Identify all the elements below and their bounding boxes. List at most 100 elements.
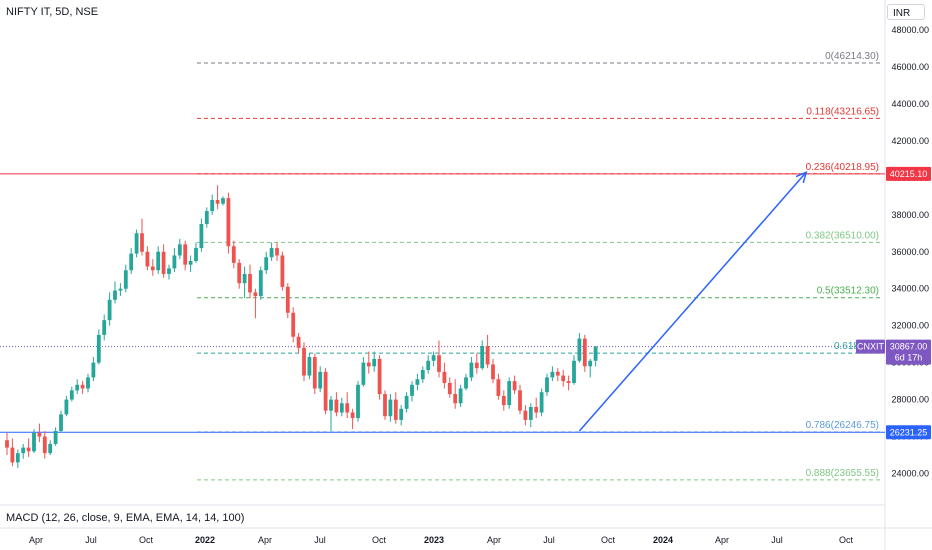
candle xyxy=(296,333,301,354)
y-tick-label: 42000.00 xyxy=(891,136,929,146)
candle xyxy=(231,240,236,269)
candle xyxy=(501,390,506,411)
candle xyxy=(356,381,360,422)
trend-arrow-line xyxy=(578,171,807,432)
candle xyxy=(469,357,474,382)
x-tick-label: Jul xyxy=(543,535,555,545)
y-tick-label: 24000.00 xyxy=(891,469,929,479)
x-tick-label: Oct xyxy=(139,535,154,545)
y-tick-label: 28000.00 xyxy=(891,395,929,405)
currency-button[interactable]: INR xyxy=(887,4,925,20)
candle xyxy=(312,353,317,395)
candle xyxy=(507,377,512,409)
time-axis[interactable]: Apr Jul Oct 2022 Apr Jul Oct 2023 Apr Jul Oct 2024 A… xyxy=(29,535,854,545)
candle xyxy=(577,333,582,363)
candle xyxy=(167,264,171,280)
candle xyxy=(442,362,447,389)
candle xyxy=(156,246,161,274)
candle xyxy=(512,375,517,395)
candle xyxy=(485,334,490,369)
candle xyxy=(377,355,382,400)
candle xyxy=(204,207,209,228)
macd-indicator-label[interactable]: MACD (12, 26, close, 9, EMA, EMA, 14, 14… xyxy=(6,512,245,524)
candle xyxy=(410,381,414,402)
fib-label-0.786: 0.786(26246.75) xyxy=(806,420,879,431)
candle xyxy=(172,248,177,273)
candle xyxy=(318,366,323,393)
candle xyxy=(285,283,290,319)
candlesticks xyxy=(5,185,598,468)
candle xyxy=(210,194,215,215)
y-tick-label: 36000.00 xyxy=(891,247,929,257)
y-tick-label: 38000.00 xyxy=(891,210,929,220)
x-tick-label: Jul xyxy=(314,535,326,545)
candle xyxy=(113,281,117,304)
candle xyxy=(107,292,112,326)
svg-text:CNXIT: CNXIT xyxy=(857,342,885,352)
candle xyxy=(96,329,101,365)
candle xyxy=(123,264,128,293)
candle xyxy=(177,238,182,260)
candle xyxy=(480,340,485,371)
candle xyxy=(323,368,328,415)
candle xyxy=(302,342,306,382)
candle xyxy=(75,379,80,395)
candle xyxy=(161,244,166,278)
candle xyxy=(42,430,47,459)
candle xyxy=(426,355,431,374)
resistance-price-badge: 40215.10 xyxy=(886,166,931,181)
candle xyxy=(291,307,296,343)
candle xyxy=(48,440,53,456)
fib-label-0.382: 0.382(36510.00) xyxy=(806,230,879,241)
y-tick-label: 34000.00 xyxy=(891,284,929,294)
candle xyxy=(572,355,576,385)
candle xyxy=(393,392,398,424)
fib-label-0: 0(46214.30) xyxy=(825,51,879,62)
candle xyxy=(145,246,150,271)
candle xyxy=(545,373,549,396)
candle xyxy=(59,410,63,433)
svg-text:26231.25: 26231.25 xyxy=(890,427,928,437)
candle xyxy=(280,251,285,291)
svg-text:6d 17h: 6d 17h xyxy=(895,353,923,363)
fib-label-0.5: 0.5(33512.30) xyxy=(817,286,879,297)
candle xyxy=(69,386,74,402)
x-tick-label: Apr xyxy=(487,535,501,545)
horizontal-lines[interactable] xyxy=(0,173,885,433)
candle xyxy=(129,248,134,274)
svg-text:30867.00: 30867.00 xyxy=(890,342,928,352)
candle xyxy=(528,403,533,428)
price-axis[interactable]: 48000.0046000.0044000.0042000.0040000.00… xyxy=(891,25,929,479)
y-tick-label: 44000.00 xyxy=(891,99,929,109)
candle xyxy=(366,351,371,374)
x-tick-label: Oct xyxy=(839,535,854,545)
candle xyxy=(64,395,69,417)
x-tick-label: Apr xyxy=(258,535,272,545)
candle xyxy=(431,351,436,367)
x-tick-label: 2022 xyxy=(195,535,215,545)
candle xyxy=(404,392,409,413)
candle xyxy=(534,397,539,419)
candle xyxy=(91,357,96,382)
candle xyxy=(134,229,139,258)
candle xyxy=(269,242,274,261)
candle xyxy=(399,405,404,426)
x-tick-label: 2023 xyxy=(424,535,444,545)
candle xyxy=(86,373,90,393)
candle xyxy=(188,255,193,273)
candle xyxy=(307,353,312,380)
candle xyxy=(491,358,495,383)
candle xyxy=(474,353,479,374)
fibonacci-levels[interactable]: 0(46214.30) 0.118(43216.65) 0.236(40218.95… xyxy=(197,51,882,481)
candle xyxy=(5,432,9,456)
candle xyxy=(334,392,339,417)
x-tick-label: Oct xyxy=(372,535,387,545)
candle xyxy=(523,405,528,426)
trend-arrow[interactable] xyxy=(578,170,808,432)
candle xyxy=(339,397,344,417)
y-tick-label: 48000.00 xyxy=(891,25,929,35)
symbol-title: NIFTY IT, 5D, NSE xyxy=(6,6,99,18)
candle xyxy=(464,373,468,391)
